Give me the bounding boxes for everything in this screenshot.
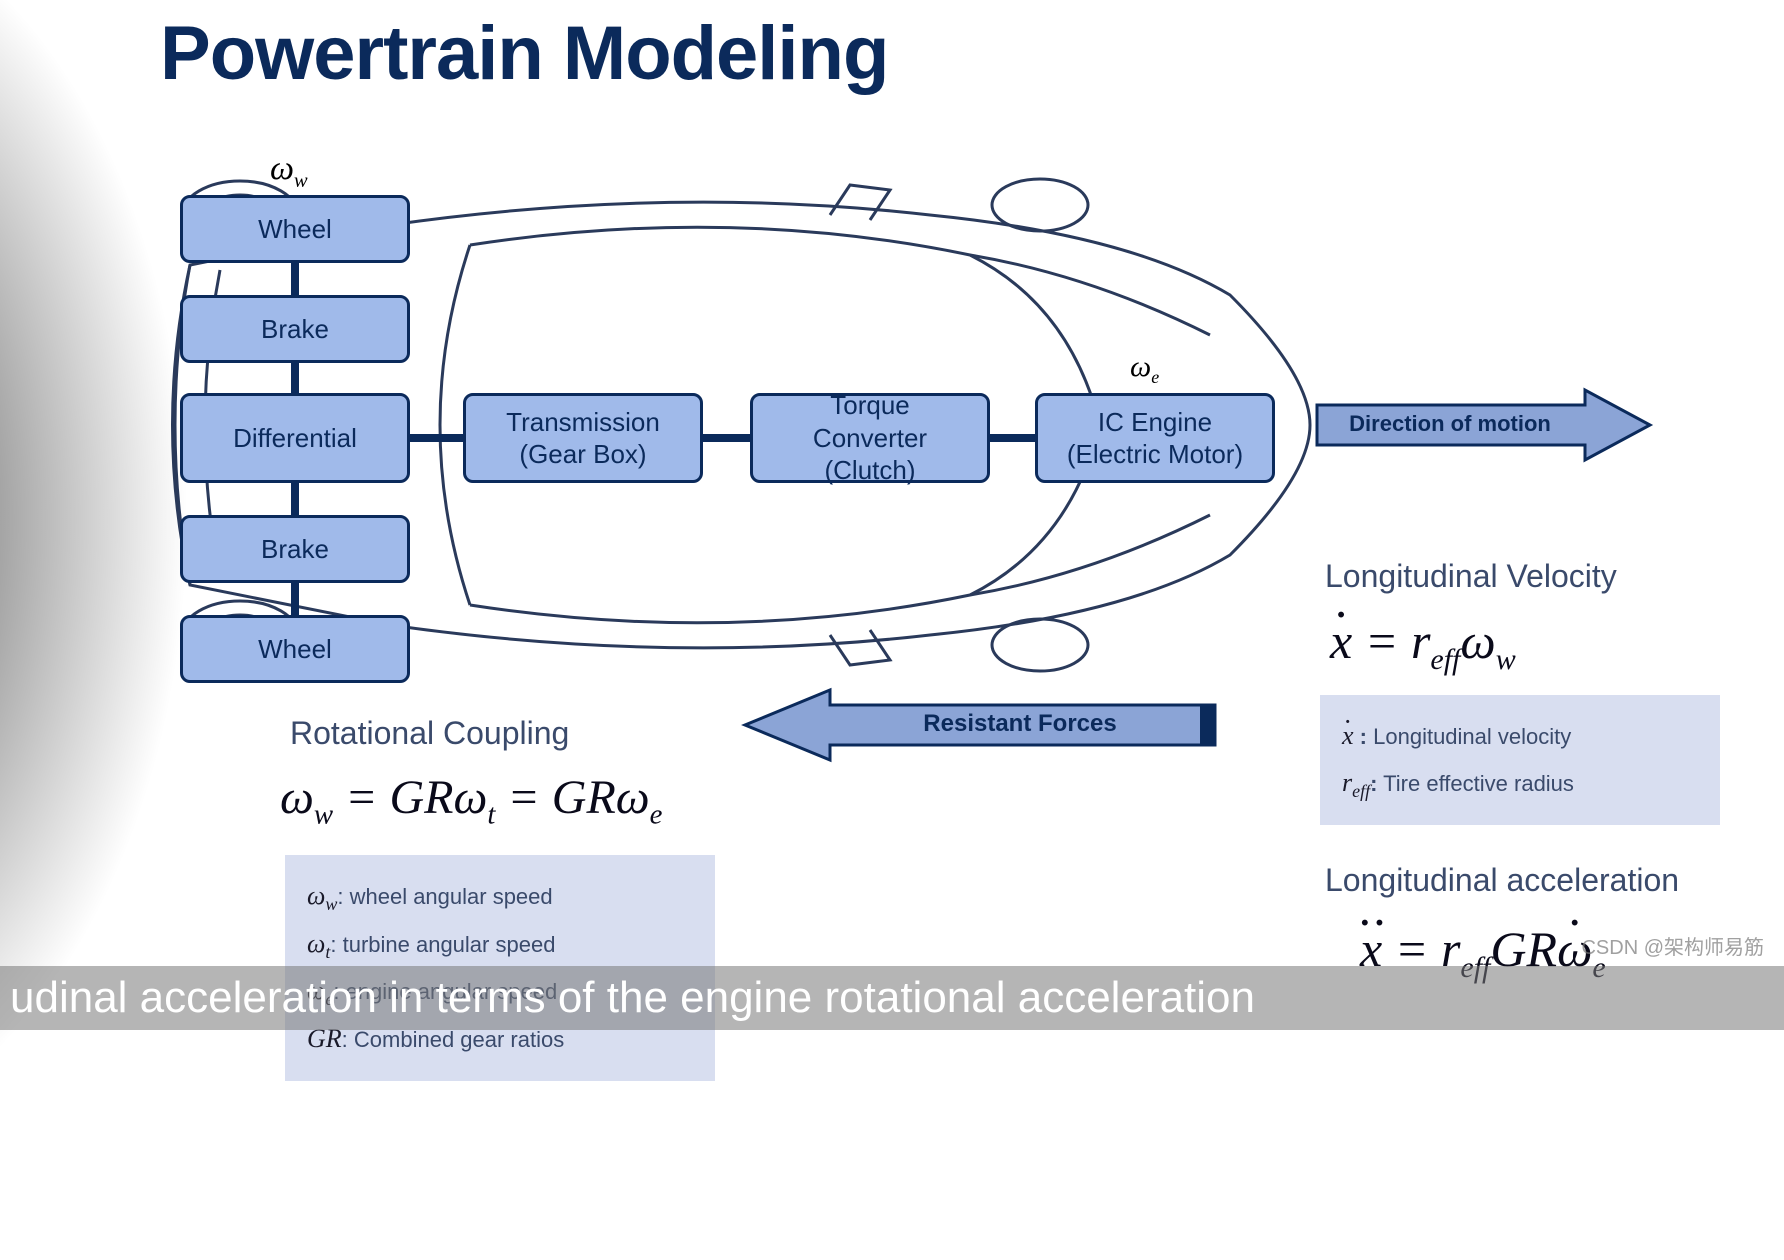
- connector-diff-trans: [410, 434, 463, 442]
- block-brake-top: Brake: [180, 295, 410, 363]
- block-label-line: Brake: [261, 533, 329, 566]
- velocity-heading: Longitudinal Velocity: [1325, 558, 1617, 595]
- block-label-line: (Gear Box): [519, 438, 646, 471]
- direction-arrow: Direction of motion: [1315, 385, 1655, 465]
- connector-trans-torque: [703, 434, 750, 442]
- block-label-line: Differential: [233, 422, 357, 455]
- velocity-equation: x = reffωw: [1330, 612, 1516, 677]
- resistant-arrow-label: Resistant Forces: [923, 710, 1116, 737]
- rotational-heading: Rotational Coupling: [290, 715, 569, 752]
- block-transmission: Transmission(Gear Box): [463, 393, 703, 483]
- block-label-line: (Electric Motor): [1067, 438, 1243, 471]
- block-torque-conv: TorqueConverter(Clutch): [750, 393, 990, 483]
- block-differential: Differential: [180, 393, 410, 483]
- velocity-legend: x : Longitudinal velocity reff: Tire eff…: [1320, 695, 1720, 825]
- block-label-line: Transmission: [506, 406, 660, 439]
- rotational-equation: ωw = GRωt = GRωe: [280, 770, 662, 832]
- omega-w-label: ωw: [270, 150, 308, 193]
- block-brake-bottom: Brake: [180, 515, 410, 583]
- block-label-line: Converter: [813, 422, 927, 455]
- block-wheel-bottom: Wheel: [180, 615, 410, 683]
- block-label-line: Wheel: [258, 633, 332, 666]
- watermark: CSDN @架构师易筋: [1581, 931, 1764, 960]
- caption-bar: udinal acceleration in terms of the engi…: [0, 966, 1784, 1030]
- page-title: Powertrain Modeling: [160, 10, 888, 97]
- block-ic-engine: IC Engine(Electric Motor): [1035, 393, 1275, 483]
- block-wheel-top: Wheel: [180, 195, 410, 263]
- block-label-line: Brake: [261, 313, 329, 346]
- resistant-arrow: Resistant Forces: [740, 685, 1220, 765]
- block-label-line: IC Engine: [1098, 406, 1212, 439]
- connector-torque-engine: [990, 434, 1035, 442]
- block-label-line: Torque: [830, 389, 910, 422]
- block-label-line: (Clutch): [824, 454, 915, 487]
- block-label-line: Wheel: [258, 213, 332, 246]
- omega-e-label: ωe: [1130, 350, 1159, 388]
- direction-arrow-label: Direction of motion: [1349, 411, 1551, 436]
